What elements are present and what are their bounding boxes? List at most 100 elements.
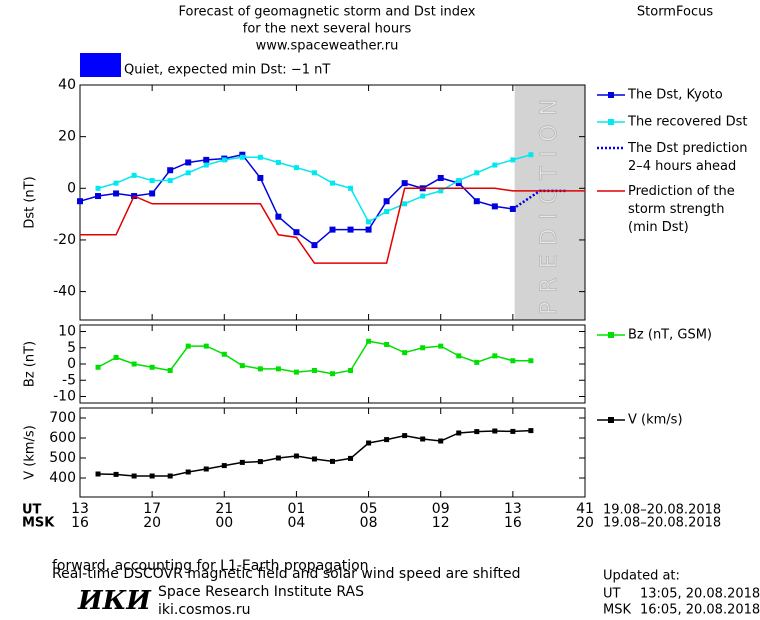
- marker: [311, 368, 317, 373]
- axis-row-label: MSK: [22, 516, 55, 531]
- marker: [384, 342, 390, 347]
- x-tick-label-msk: 04: [288, 515, 306, 531]
- series-line: [80, 187, 585, 264]
- legend-label: The Dst, Kyoto: [627, 88, 723, 103]
- marker: [366, 440, 372, 446]
- marker: [149, 178, 155, 184]
- marker: [528, 152, 534, 158]
- x-tick-label-msk: 00: [215, 515, 233, 531]
- marker: [293, 453, 299, 459]
- logo: ИКИ: [77, 586, 152, 616]
- y-tick-label: 0: [67, 356, 76, 372]
- marker: [347, 226, 354, 233]
- plot-frame: [79, 84, 586, 321]
- marker: [510, 157, 516, 163]
- marker: [113, 190, 120, 197]
- marker: [420, 193, 426, 199]
- x-tick-label-msk: 20: [143, 515, 161, 531]
- institute-url: iki.cosmos.ru: [158, 602, 250, 618]
- marker: [77, 198, 83, 205]
- x-tick-label-msk: 16: [71, 515, 89, 531]
- marker: [311, 170, 317, 176]
- marker: [257, 174, 264, 181]
- y-tick-label: 20: [58, 129, 76, 145]
- status-swatch: [80, 53, 121, 77]
- note: forward, accounting for L1-Earth propaga…: [52, 558, 369, 574]
- marker: [221, 351, 227, 357]
- marker: [185, 469, 191, 475]
- legend-marker: [608, 332, 614, 338]
- x-tick-label: 13: [71, 501, 89, 517]
- marker: [438, 343, 444, 349]
- legend-label: The Dst prediction 2–4 hours ahead: [627, 141, 748, 174]
- y-tick-label: -5: [62, 372, 76, 388]
- marker: [437, 174, 444, 181]
- marker: [366, 219, 372, 225]
- marker: [95, 364, 101, 370]
- x-tick-label: 13: [504, 501, 522, 517]
- x-tick-label-msk: 20: [576, 515, 594, 531]
- marker: [275, 455, 281, 461]
- series-line: [98, 429, 531, 477]
- marker: [239, 151, 246, 158]
- y-tick-label: -10: [53, 389, 76, 405]
- marker: [275, 159, 281, 165]
- y-axis-label: Bz (nT): [23, 341, 38, 387]
- marker: [330, 371, 335, 377]
- marker: [456, 353, 462, 359]
- marker: [185, 343, 191, 349]
- marker: [474, 429, 480, 435]
- marker: [293, 369, 299, 375]
- legend-label: V (km/s): [628, 413, 683, 428]
- legend-label: Bz (nT, GSM): [628, 328, 712, 343]
- title-line: www.spaceweather.ru: [256, 39, 399, 54]
- marker: [348, 455, 354, 461]
- marker: [474, 359, 480, 365]
- marker: [348, 368, 354, 373]
- marker: [257, 154, 263, 160]
- updated-zone: UT: [603, 587, 621, 602]
- marker: [95, 471, 101, 477]
- marker: [365, 226, 372, 233]
- marker: [275, 213, 282, 220]
- marker: [473, 198, 480, 205]
- marker: [239, 154, 245, 160]
- marker: [438, 438, 444, 444]
- marker: [366, 338, 372, 344]
- updated-zone: MSK: [603, 603, 631, 618]
- marker: [149, 473, 155, 479]
- marker: [329, 226, 336, 233]
- date-range: 19.08–20.08.2018: [603, 503, 721, 518]
- marker: [402, 350, 408, 356]
- x-tick-label: 21: [215, 501, 233, 517]
- marker: [203, 466, 209, 472]
- status-label: Quiet, expected min Dst: −1 nT: [124, 63, 330, 78]
- x-tick-label: 09: [432, 501, 450, 517]
- marker: [149, 364, 155, 370]
- marker: [113, 471, 119, 477]
- title-line: for the next several hours: [243, 22, 412, 37]
- x-tick-label: 41: [576, 501, 594, 517]
- marker: [257, 459, 263, 465]
- marker: [528, 428, 534, 434]
- marker: [167, 167, 174, 174]
- marker: [455, 180, 462, 187]
- marker: [113, 355, 119, 360]
- marker: [203, 156, 210, 163]
- y-axis-label: Dst (nT): [23, 176, 38, 228]
- x-tick-label: 05: [360, 501, 378, 517]
- x-tick-label-msk: 16: [504, 515, 522, 531]
- updated-time: 16:05, 20.08.2018: [640, 603, 760, 618]
- legend-label: The recovered Dst: [627, 115, 747, 130]
- marker: [131, 473, 137, 479]
- updated-label: Updated at:: [603, 569, 680, 584]
- marker: [492, 428, 498, 434]
- marker: [131, 361, 137, 367]
- legend-marker: [608, 92, 614, 98]
- marker: [401, 180, 408, 187]
- marker: [528, 358, 534, 364]
- marker: [492, 162, 498, 168]
- marker: [239, 459, 245, 465]
- prediction-label: PREDICTION: [537, 90, 562, 315]
